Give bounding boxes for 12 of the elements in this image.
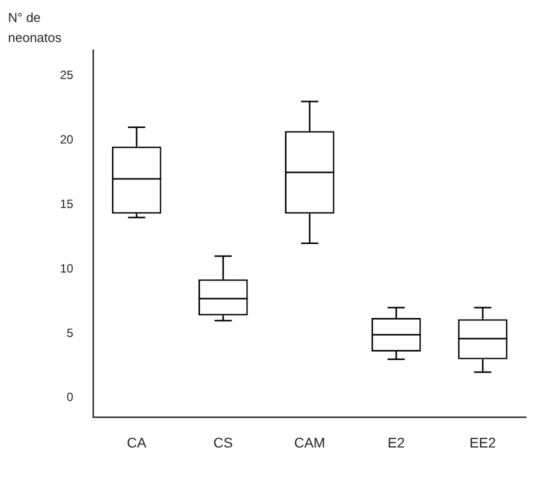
x-tick-label: CA (126, 434, 147, 450)
x-tick-label: EE2 (470, 434, 496, 450)
y-tick-label: 15 (60, 196, 74, 211)
x-tick-label: CAM (294, 434, 326, 450)
y-tick-label: 10 (60, 261, 74, 276)
x-tick-label: E2 (388, 434, 405, 450)
y-tick-label: 5 (66, 326, 74, 340)
y-tick-label: 25 (60, 68, 74, 82)
y-tick-label: 0 (66, 390, 74, 404)
x-tick-label: CS (213, 434, 233, 450)
y-tick-label: 20 (60, 132, 74, 146)
y-axis-title: N° de neonatos (8, 9, 62, 47)
